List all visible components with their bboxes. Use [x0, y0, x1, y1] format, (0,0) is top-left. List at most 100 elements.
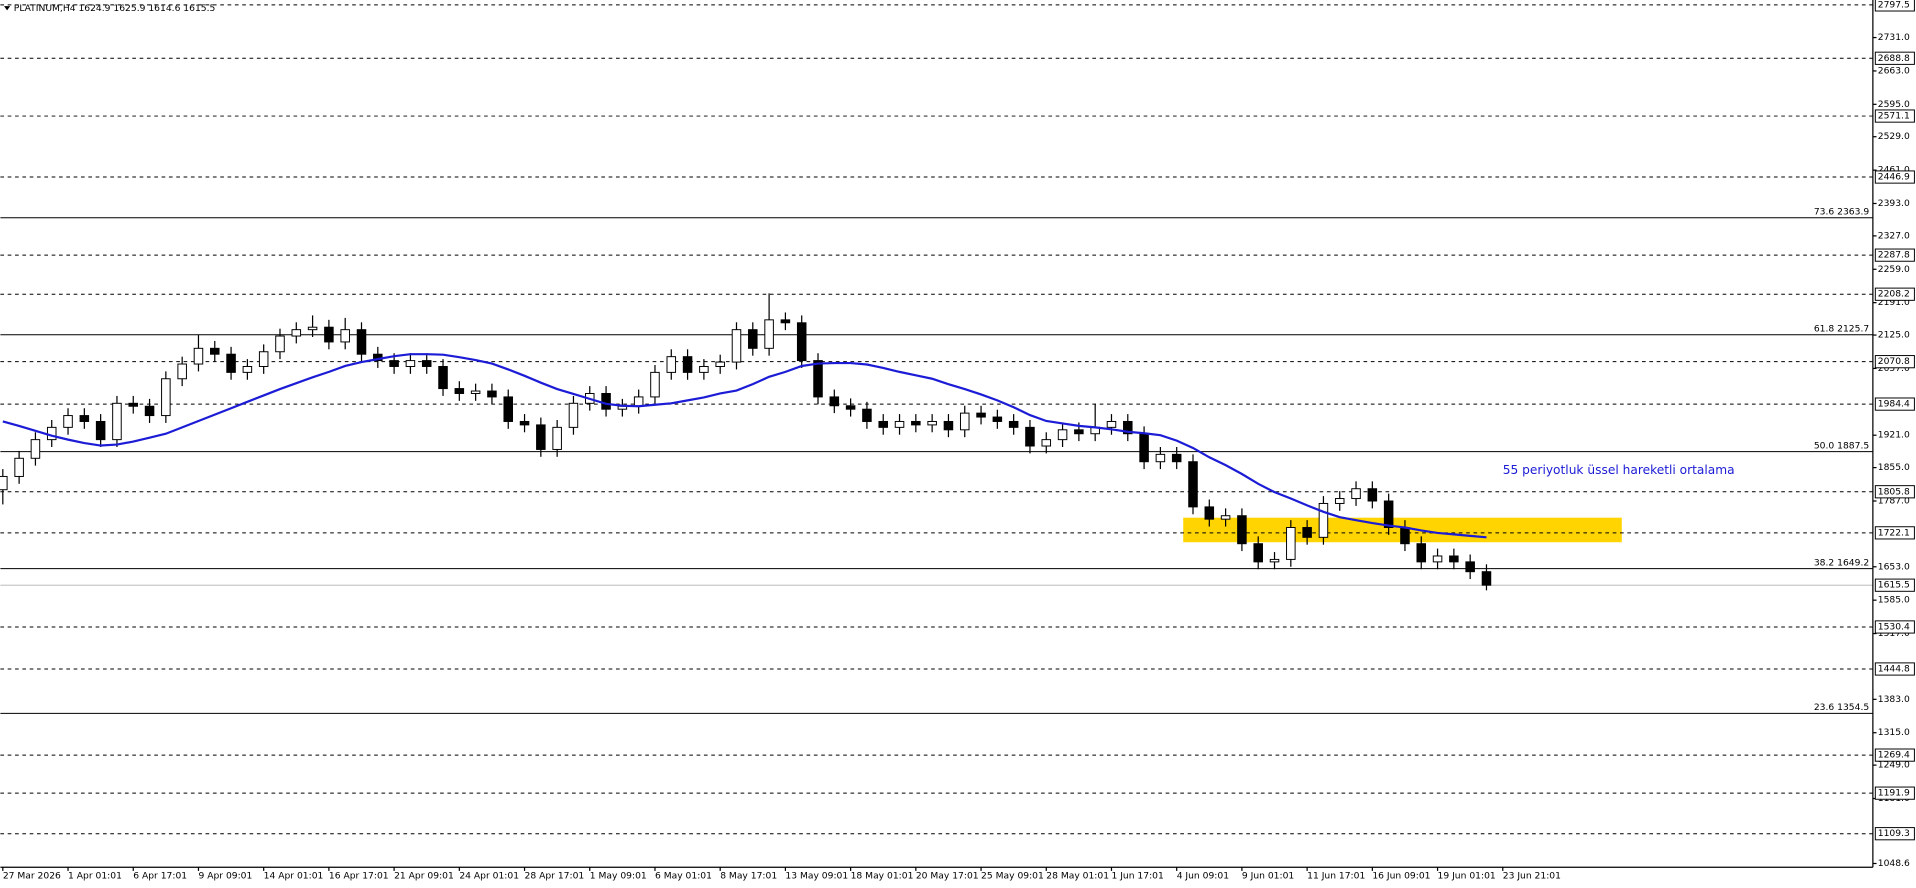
y-tick-label: 2125.0 [1878, 330, 1910, 341]
candle-body [1253, 543, 1263, 563]
fib-value: 1354.5 [1837, 702, 1869, 713]
candle-body [1269, 558, 1280, 563]
x-tick-label: 14 Apr 01:01 [264, 870, 324, 881]
level-label: 1530.4 [1878, 621, 1910, 632]
candle-body [1481, 571, 1492, 586]
fib-value: 2125.7 [1837, 323, 1869, 334]
candle-body [226, 353, 236, 373]
candle-body [1057, 429, 1068, 441]
level-label-box [1874, 827, 1915, 841]
candle-body [46, 426, 57, 441]
last-price-label: 1615.5 [1878, 580, 1910, 591]
fib-label: 73.6 2363.9 [1814, 206, 1870, 217]
y-tick-label: 2057.0 [1878, 363, 1910, 374]
candle-body [470, 390, 481, 394]
x-tick-label: 13 May 09:01 [785, 870, 848, 881]
candle-body [1155, 453, 1166, 463]
candle-body [650, 371, 660, 398]
x-tick-label: 1 May 09:01 [590, 870, 647, 881]
candle-body [1449, 555, 1459, 563]
candle-body [796, 322, 807, 362]
candle-body [210, 347, 220, 355]
x-tick-label: 8 May 17:01 [720, 870, 777, 881]
x-tick-label: 21 Apr 09:01 [394, 870, 454, 881]
level-label-box [1874, 526, 1915, 540]
candle-body [894, 420, 905, 428]
candle-body [862, 408, 872, 422]
candle-body [0, 475, 8, 491]
candle-body [699, 365, 709, 373]
candle-body [959, 412, 970, 431]
candle-body [487, 390, 497, 398]
candle-body [291, 329, 302, 337]
candle-body [601, 392, 611, 410]
level-label-box [1874, 248, 1915, 262]
y-tick-label: 2663.0 [1878, 65, 1910, 76]
candle-body [356, 329, 367, 355]
candle-body [1351, 488, 1361, 500]
candle-body [1334, 498, 1345, 504]
fib-label: 38.2 1649.2 [1814, 557, 1869, 568]
level-label: 1984.4 [1878, 399, 1910, 410]
y-tick-label: 2461.0 [1878, 165, 1910, 176]
plot-marks [0, 293, 1492, 591]
candle-body [258, 351, 269, 367]
candle-body [1041, 439, 1052, 447]
candle-body [177, 363, 187, 380]
chart-title: PLATINUM,H4 1624.9 1625.9 1614.6 1615.5 [14, 3, 216, 14]
candle-body [552, 426, 562, 450]
y-tick-label: 2393.0 [1878, 198, 1910, 209]
level-label: 1722.1 [1878, 527, 1910, 538]
candle-body [1302, 527, 1312, 538]
y-tick-label: 1653.0 [1878, 561, 1910, 572]
candle-body [503, 396, 514, 422]
candle-body [144, 405, 155, 417]
ema-annotation: 55 periyotluk üssel hareketli ortalama [1503, 463, 1735, 477]
level-label-box [1874, 287, 1915, 301]
x-tick-label: 9 Jun 01:01 [1242, 870, 1294, 881]
candle-body [976, 412, 986, 418]
x-tick-label: 6 Apr 17:01 [133, 870, 187, 881]
candle-body [1123, 420, 1133, 435]
level-label: 2287.8 [1878, 250, 1910, 261]
candle-body [438, 365, 448, 390]
candle-body [1171, 453, 1182, 463]
fib-ratio: 38.2 [1814, 557, 1834, 568]
fib-value: 1887.5 [1837, 440, 1869, 451]
candle-body [275, 335, 285, 353]
x-tick-label: 1 Apr 01:01 [68, 870, 122, 881]
y-tick-label: 1787.0 [1878, 495, 1910, 506]
last-price-box [1874, 578, 1915, 592]
level-label: 2070.8 [1878, 356, 1910, 367]
level-label: 2446.9 [1878, 172, 1910, 183]
level-label: 2208.2 [1878, 289, 1910, 300]
candle-body [1383, 500, 1394, 528]
y-tick-label: 1315.0 [1878, 727, 1910, 738]
candle-body [1025, 426, 1035, 447]
level-label-box [1874, 397, 1915, 411]
y-tick-label: 1855.0 [1878, 462, 1910, 473]
level-label: 2571.1 [1878, 111, 1910, 122]
x-tick-label: 6 May 01:01 [655, 870, 712, 881]
level-label-box [1874, 355, 1915, 369]
x-tick-label: 28 Apr 17:01 [525, 870, 585, 881]
y-tick-label: 1383.0 [1878, 694, 1910, 705]
candle-body [992, 416, 1003, 422]
candle-body [764, 319, 774, 349]
x-tick-label: 27 Mar 2026 [3, 870, 61, 881]
candle-body [1237, 515, 1247, 545]
candle-body [95, 420, 106, 441]
candle-body [519, 420, 530, 426]
candle-body [30, 439, 41, 459]
level-label-box [1874, 786, 1915, 800]
candle-body [878, 420, 888, 428]
candle-body [1008, 420, 1019, 428]
candle-body [79, 415, 90, 422]
candle-body [1106, 420, 1117, 428]
candle-body [389, 360, 399, 367]
level-label-box [1874, 51, 1915, 65]
y-tick-label: 1921.0 [1878, 430, 1910, 441]
candle-body [633, 396, 644, 407]
